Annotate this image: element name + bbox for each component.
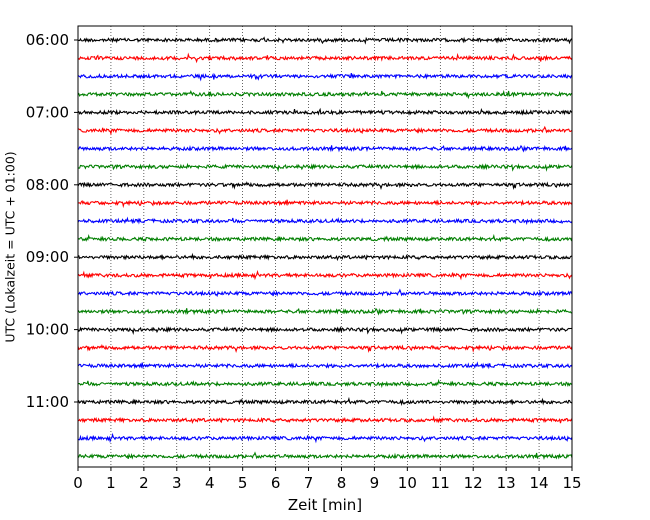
x-tick-label: 6 bbox=[271, 474, 281, 492]
y-tick-label: 08:00 bbox=[26, 176, 69, 194]
trace-line bbox=[77, 162, 573, 173]
trace-line bbox=[77, 181, 573, 191]
x-tick-label: 0 bbox=[73, 474, 83, 492]
x-tick-label: 5 bbox=[238, 474, 248, 492]
plot-frame bbox=[77, 25, 573, 468]
x-tick-label: 7 bbox=[304, 474, 314, 492]
trace-line bbox=[77, 288, 573, 298]
trace-line bbox=[77, 199, 573, 209]
trace-line bbox=[77, 326, 573, 336]
trace-line bbox=[77, 89, 573, 100]
trace-line bbox=[77, 233, 573, 243]
trace-line bbox=[77, 378, 573, 389]
trace-line bbox=[77, 415, 573, 424]
trace-line bbox=[77, 307, 573, 316]
trace-line bbox=[77, 361, 573, 370]
trace-line bbox=[77, 343, 573, 353]
x-tick-label: 4 bbox=[205, 474, 215, 492]
x-tick-label: 13 bbox=[497, 474, 516, 492]
trace-line bbox=[77, 52, 573, 64]
y-tick-label: 07:00 bbox=[26, 103, 69, 121]
trace-line bbox=[77, 269, 573, 281]
trace-line bbox=[77, 107, 573, 116]
trace-line bbox=[77, 451, 573, 461]
y-tick-label: 06:00 bbox=[26, 31, 69, 49]
trace-line bbox=[77, 252, 573, 262]
x-tick-label: 8 bbox=[337, 474, 347, 492]
trace-line bbox=[77, 432, 573, 444]
y-tick-label: 11:00 bbox=[26, 393, 69, 411]
x-tick-label: 9 bbox=[370, 474, 380, 492]
y-axis-label: UTC (Lokalzeit = UTC + 01:00) bbox=[3, 151, 18, 342]
trace-line bbox=[77, 36, 573, 45]
trace-line bbox=[77, 125, 573, 136]
x-tick-label: 12 bbox=[464, 474, 483, 492]
x-tick-label: 2 bbox=[139, 474, 149, 492]
x-tick-label: 10 bbox=[398, 474, 417, 492]
x-tick-label: 11 bbox=[431, 474, 450, 492]
trace-line bbox=[77, 216, 573, 226]
x-axis-label: Zeit [min] bbox=[288, 496, 362, 514]
trace-line bbox=[77, 396, 573, 407]
trace-line bbox=[77, 144, 573, 153]
y-tick-label: 10:00 bbox=[26, 321, 69, 339]
y-tick-label: 09:00 bbox=[26, 248, 69, 266]
trace-line bbox=[77, 72, 573, 82]
seismogram-traces bbox=[77, 36, 573, 461]
x-tick-label: 1 bbox=[106, 474, 116, 492]
x-axis-ticks: 0 1 2 3 4 5 6 7 8 9 10 11 12 13 14 15 bbox=[73, 467, 582, 492]
x-tick-label: 3 bbox=[172, 474, 182, 492]
x-tick-label: 15 bbox=[562, 474, 581, 492]
y-axis-ticks: 06:00 07:00 08:00 09:00 10:00 11:00 bbox=[26, 31, 78, 411]
x-tick-label: 14 bbox=[530, 474, 549, 492]
